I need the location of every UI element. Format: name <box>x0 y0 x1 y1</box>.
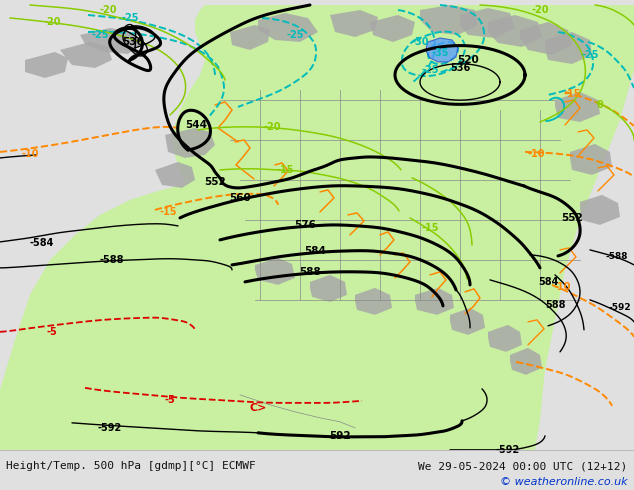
Polygon shape <box>450 308 485 335</box>
Text: -20: -20 <box>43 17 61 27</box>
Text: 0: 0 <box>597 100 604 110</box>
Text: -5: -5 <box>165 395 176 405</box>
Polygon shape <box>370 15 415 42</box>
Polygon shape <box>310 275 347 302</box>
Text: -15: -15 <box>421 223 439 233</box>
Text: -588: -588 <box>605 252 628 261</box>
Text: -588: -588 <box>100 255 124 265</box>
Text: -10: -10 <box>553 282 571 292</box>
Text: -25: -25 <box>91 30 109 40</box>
Polygon shape <box>330 10 378 37</box>
Text: -15: -15 <box>563 89 581 99</box>
Polygon shape <box>488 15 542 47</box>
Polygon shape <box>255 258 295 285</box>
Polygon shape <box>230 25 270 50</box>
Text: C>: C> <box>249 403 267 413</box>
Polygon shape <box>570 144 612 175</box>
Text: -5: -5 <box>47 327 57 337</box>
Polygon shape <box>580 195 620 225</box>
Text: -20: -20 <box>531 5 549 15</box>
Polygon shape <box>25 52 68 78</box>
Polygon shape <box>426 38 458 62</box>
Text: -25: -25 <box>581 50 598 60</box>
Text: 536: 536 <box>122 37 144 47</box>
Polygon shape <box>520 22 572 55</box>
Text: -592: -592 <box>98 423 122 433</box>
Polygon shape <box>555 92 600 122</box>
Text: -15: -15 <box>159 207 177 217</box>
Polygon shape <box>80 28 140 54</box>
Text: 552: 552 <box>561 213 583 223</box>
Text: -20: -20 <box>100 5 117 15</box>
Text: -592: -592 <box>609 303 631 313</box>
Text: -10: -10 <box>22 149 39 159</box>
Text: -10: -10 <box>527 149 545 159</box>
Text: 552: 552 <box>204 177 226 187</box>
Polygon shape <box>355 288 392 315</box>
Polygon shape <box>545 32 592 64</box>
Text: -35: -35 <box>431 48 449 58</box>
Text: -25: -25 <box>121 13 139 23</box>
Polygon shape <box>165 128 215 158</box>
Text: We 29-05-2024 00:00 UTC (12+12): We 29-05-2024 00:00 UTC (12+12) <box>418 461 628 471</box>
Polygon shape <box>60 42 112 68</box>
Text: 584: 584 <box>538 277 558 287</box>
Text: 520: 520 <box>457 55 479 65</box>
Text: 592: 592 <box>329 431 351 441</box>
Polygon shape <box>415 288 454 315</box>
Polygon shape <box>510 348 542 375</box>
Text: -25: -25 <box>421 65 439 75</box>
Polygon shape <box>258 13 318 42</box>
Polygon shape <box>488 325 522 352</box>
Text: -592: -592 <box>496 445 520 455</box>
Text: 576: 576 <box>294 220 316 230</box>
Text: 584: 584 <box>304 246 326 256</box>
Text: -30: -30 <box>411 37 429 47</box>
Polygon shape <box>460 8 515 38</box>
Text: 588: 588 <box>545 300 566 310</box>
Text: 560: 560 <box>229 193 251 203</box>
Polygon shape <box>0 5 634 450</box>
Text: 588: 588 <box>299 267 321 277</box>
Text: -15: -15 <box>276 165 294 175</box>
Text: -584: -584 <box>30 238 54 248</box>
Polygon shape <box>155 162 195 188</box>
Text: © weatheronline.co.uk: © weatheronline.co.uk <box>500 477 628 487</box>
Text: 544: 544 <box>185 120 207 130</box>
Text: 536: 536 <box>450 63 470 73</box>
Text: Height/Temp. 500 hPa [gdmp][°C] ECMWF: Height/Temp. 500 hPa [gdmp][°C] ECMWF <box>6 461 256 471</box>
Polygon shape <box>420 5 478 35</box>
Text: -20: -20 <box>263 122 281 132</box>
Text: -25: -25 <box>286 30 304 40</box>
